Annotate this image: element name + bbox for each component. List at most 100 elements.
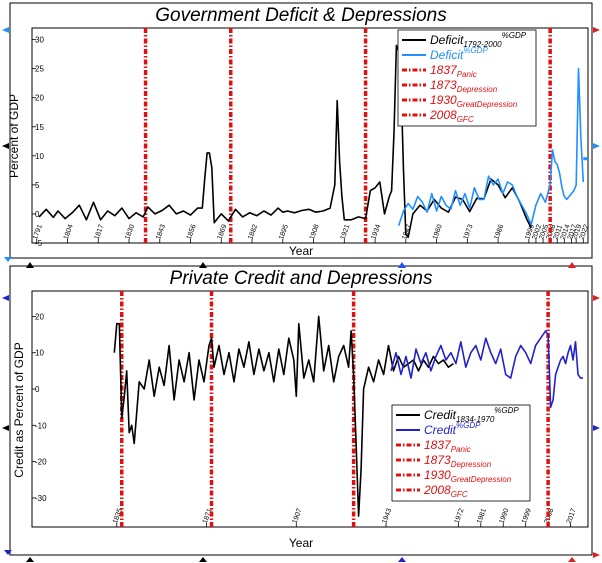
marker-bottom-black-4 [199,557,207,562]
marker-left-blue-top [2,27,9,33]
y-tick-label: 10 [35,152,44,161]
legend-depression-name: Depression [457,85,498,94]
x-tick-label: 1835 [112,508,124,525]
y-tick-label: 20 [35,312,44,321]
legend-box [397,29,537,127]
y-tick-label: 0 [35,210,40,219]
x-tick-label: 1830 [124,224,136,241]
x-tick-label: 1960 [432,224,444,241]
x-tick-label: 1972 [454,508,466,525]
legend-series-sup: %GDP [456,421,481,430]
x-tick-label: 1869 [217,224,229,241]
marker-bottom-red-2 [568,557,576,562]
bottom-chart-frame [9,265,593,556]
x-tick-label: 1907 [292,508,304,525]
legend-series-name: Deficit [430,48,464,62]
x-tick-label: 1791 [32,224,44,241]
legend-depression-year: 1873 [430,78,457,92]
legend-depression-name: Panic [457,70,477,79]
legend-depression-label: 1930GreatDepression [430,93,518,109]
marker-bottom-black-2 [199,262,207,268]
legend-depression-label: 2008GFC [423,483,468,499]
plot-area-box [31,290,589,528]
y-tick-label: 0 [35,385,40,394]
x-tick-label: 1843 [155,224,167,241]
legend-depression-label: 1837Panic [424,438,471,454]
legend-depression-label: 1837Panic [430,63,477,79]
legend-series-label: Credit%GDP [424,421,481,437]
marker-bottom-blue-2 [4,550,12,555]
legend-series-name: Deficit [430,33,464,47]
x-tick-label: 1804 [63,224,75,241]
legend-depression-name: GFC [451,490,468,499]
marker-right-red-top [593,27,600,33]
marker-left-blue-mid [2,295,9,301]
marker-right-blue-mid [593,425,600,431]
series-line-0 [113,315,454,517]
x-tick-label: 1817 [94,224,106,241]
x-tick-label: 1921 [340,224,352,241]
series-line-1 [390,330,583,409]
legend-depression-year: 2008 [429,108,457,122]
legend-series-sub: 1792-2000 [463,40,502,49]
y-tick-label: -10 [35,421,47,430]
x-tick-label: 1871 [202,508,214,525]
bottom-chart-legend: Credit1834-1970%GDPCredit%GDP1837Panic18… [391,404,531,502]
legend-depression-label: 1873Depression [424,453,492,469]
marker-right-red-bottom [593,552,600,558]
marker-bottom-red-1 [568,262,576,268]
x-tick-label: 1986 [493,224,505,241]
marker-left-black-top [2,143,9,149]
legend-depression-label: 1873Depression [430,78,498,94]
y-tick-label: 20 [35,94,44,103]
marker-right-blue-top [593,143,600,149]
legend-depression-year: 1930 [430,93,457,107]
x-tick-label: 1947 [401,224,413,241]
legend-series-sup: %GDP [463,46,488,55]
legend-series-sup: %GDP [502,31,527,40]
legend-box [391,404,531,502]
legend-depression-name: Panic [451,445,471,454]
legend-series-label: Deficit%GDP [430,46,488,62]
bottom-x-axis-label: Year [289,536,313,550]
legend-series-name: Credit [424,408,457,422]
bottom-chart-plot: -30 -20 -10 0 10 20 1835 1871 1907 1943 1972 1981 19… [31,290,589,528]
y-tick-label: 10 [35,349,44,358]
x-tick-label: 2017 [567,224,579,241]
legend-depression-name: GFC [457,115,474,124]
legend-depression-name: Depression [451,460,492,469]
x-tick-label: 1999 [524,224,536,241]
y-tick-label: 30 [35,36,44,45]
x-tick-label: 1943 [381,508,393,525]
x-tick-label: 1882 [247,224,259,241]
top-chart-legend: Deficit1792-2000%GDPDeficit%GDP1837Panic… [397,29,537,127]
y-tick-label: 5 [35,181,40,190]
legend-series-sup: %GDP [494,406,519,415]
marker-bottom-black-1 [26,262,34,268]
legend-depression-year: 1837 [430,63,458,77]
y-tick-label: -5 [35,239,43,248]
top-chart-frame [9,2,593,259]
legend-depression-year: 1837 [424,438,452,452]
top-x-axis-label: Year [289,244,313,258]
x-tick-label: 2005 [538,224,550,241]
legend-series-name: Credit [424,423,457,437]
top-y-axis-label: Percent of GDP [7,94,21,178]
y-tick-label: -20 [35,458,47,467]
y-tick-label: 15 [35,123,44,132]
x-tick-label: 1895 [278,224,290,241]
edge-markers [2,27,600,562]
legend-depression-year: 1930 [424,468,451,482]
x-tick-label: 1973 [463,224,475,241]
x-tick-label: 1934 [370,224,382,241]
legend-depression-label: 2008GFC [429,108,474,124]
legend-depression-name: GreatDepression [457,100,518,109]
marker-bottom-blue-1 [398,262,406,268]
x-tick-label: 1990 [499,508,511,525]
y-tick-label: -30 [35,494,47,503]
x-tick-label: 2022 [579,224,591,241]
x-tick-label: 1856 [186,224,198,241]
marker-bottom-left-blue-top [4,257,12,262]
series-line-1 [397,67,585,226]
marker-bottom-blue-3 [398,557,406,562]
